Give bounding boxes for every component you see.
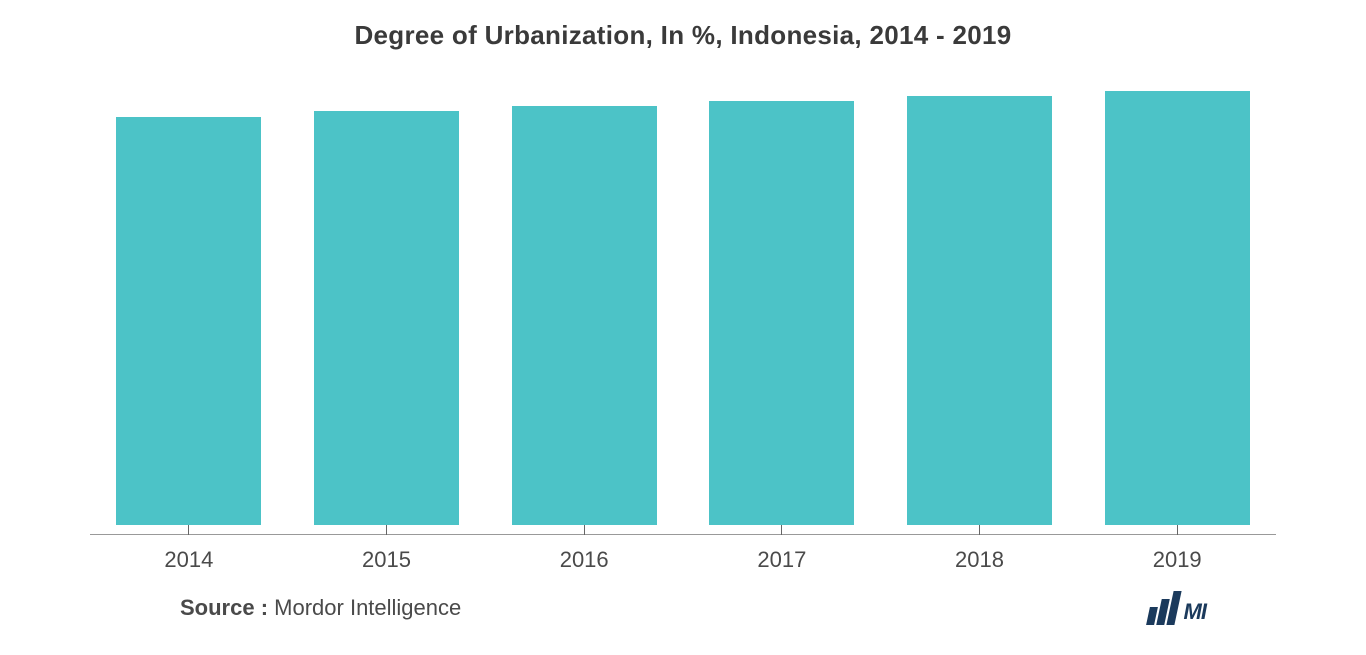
source-value: Mordor Intelligence <box>274 595 461 620</box>
x-label: 2019 <box>1078 547 1276 573</box>
x-tick <box>1177 525 1178 535</box>
x-axis-labels: 2014 2015 2016 2017 2018 2019 <box>60 535 1306 573</box>
bar-group <box>683 81 881 535</box>
bar-group <box>288 81 486 535</box>
chart-footer: Source : Mordor Intelligence MI <box>60 573 1306 625</box>
x-label: 2015 <box>288 547 486 573</box>
bar-2017 <box>709 101 854 525</box>
x-tick <box>386 525 387 535</box>
x-label: 2018 <box>881 547 1079 573</box>
source-label: Source : <box>180 595 268 620</box>
source-attribution: Source : Mordor Intelligence <box>180 595 461 621</box>
bar-2014 <box>116 117 261 525</box>
mordor-logo: MI <box>1148 591 1206 625</box>
x-tick <box>584 525 585 535</box>
chart-container: Degree of Urbanization, In %, Indonesia,… <box>0 0 1366 655</box>
logo-text: MI <box>1184 599 1206 625</box>
bar-2016 <box>512 106 657 525</box>
x-tick <box>979 525 980 535</box>
x-label: 2016 <box>485 547 683 573</box>
bar-group <box>881 81 1079 535</box>
x-label: 2017 <box>683 547 881 573</box>
x-tick <box>781 525 782 535</box>
x-tick <box>188 525 189 535</box>
chart-title: Degree of Urbanization, In %, Indonesia,… <box>60 20 1306 51</box>
bar-2019 <box>1105 91 1250 525</box>
logo-bars-icon <box>1148 591 1178 625</box>
bar-group <box>485 81 683 535</box>
bar-2015 <box>314 111 459 525</box>
bar-2018 <box>907 96 1052 525</box>
bar-group <box>1078 81 1276 535</box>
x-label: 2014 <box>90 547 288 573</box>
plot-area <box>60 81 1306 535</box>
bar-group <box>90 81 288 535</box>
